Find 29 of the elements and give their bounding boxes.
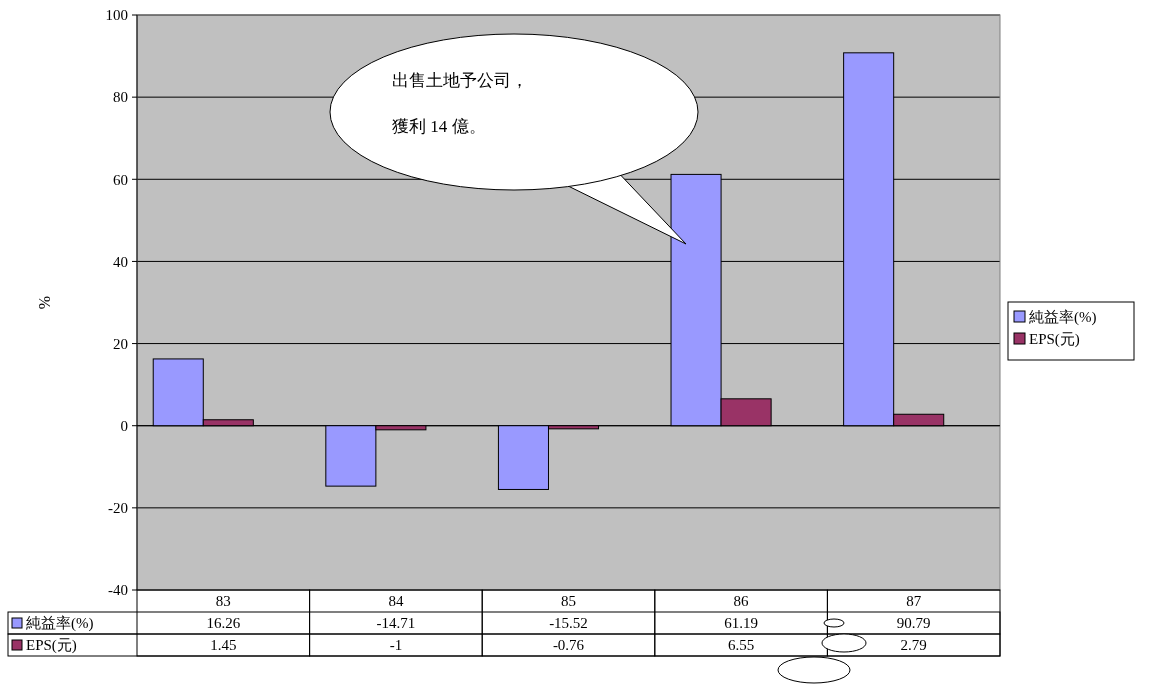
- text: 純益率(%): [26, 615, 94, 632]
- x-tick-label: 86: [733, 593, 750, 610]
- y-tick-label: 0: [120, 417, 128, 434]
- legend-label: EPS(元): [1029, 331, 1080, 349]
- text: 出售土地予公司，獲利 14 億。: [392, 71, 528, 136]
- y-tick-label: 20: [113, 335, 128, 352]
- data-label: 2.79: [900, 637, 927, 654]
- data-label: -0.76: [552, 637, 585, 654]
- text: EPS(元): [26, 637, 77, 654]
- y-tick-label: 80: [113, 89, 128, 106]
- y-tick-label: 40: [113, 253, 128, 270]
- x-tick-label: 83: [215, 593, 231, 610]
- data-label: 90.79: [896, 615, 931, 632]
- y-tick-label: -40: [108, 582, 128, 599]
- y-tick-label: -20: [108, 500, 128, 517]
- data-label: 1.45: [210, 637, 237, 654]
- legend-label: 純益率(%): [1029, 309, 1097, 327]
- data-label: 6.55: [727, 637, 755, 654]
- y-tick-label: 100: [105, 7, 128, 24]
- x-tick-label: 85: [561, 593, 576, 610]
- data-label: -14.71: [376, 615, 416, 632]
- y-axis-title: %: [36, 295, 53, 310]
- data-label: 16.26: [206, 615, 241, 632]
- data-label: -15.52: [549, 615, 588, 632]
- data-label: -1: [389, 637, 403, 654]
- x-tick-label: 84: [388, 593, 404, 610]
- data-label: 61.19: [724, 615, 758, 632]
- x-tick-label: 87: [906, 593, 922, 610]
- y-tick-label: 60: [113, 171, 128, 188]
